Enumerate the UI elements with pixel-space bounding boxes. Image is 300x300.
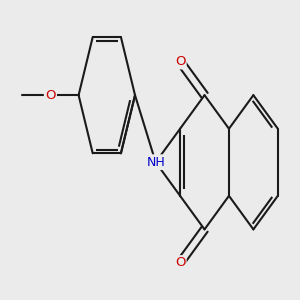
Text: Cl: Cl xyxy=(149,156,162,169)
Text: O: O xyxy=(45,89,56,102)
Text: O: O xyxy=(175,256,185,269)
Text: O: O xyxy=(175,55,185,68)
Text: NH: NH xyxy=(146,156,165,169)
